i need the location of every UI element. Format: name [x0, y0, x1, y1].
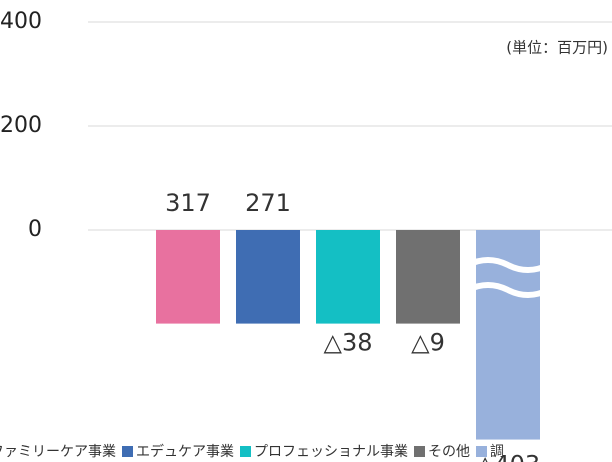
legend-swatch [476, 446, 487, 457]
axis-break [466, 257, 550, 273]
bar [156, 230, 220, 324]
y-tick-label: 400 [0, 9, 42, 34]
legend-label: ファミリーケア事業 [0, 444, 116, 460]
legend-swatch [414, 446, 425, 457]
bar [316, 230, 380, 324]
legend-label: 調 [490, 444, 504, 460]
legend-swatch [122, 446, 133, 457]
value-label: △9 [411, 329, 445, 357]
value-label: 317 [165, 189, 211, 217]
bar [396, 230, 460, 324]
value-label: 271 [245, 189, 291, 217]
value-label: △38 [324, 329, 373, 357]
axis-break [466, 282, 550, 298]
legend-label: エデュケア事業 [136, 443, 234, 460]
legend-label: その他 [428, 444, 470, 460]
bar [236, 230, 300, 324]
legend-label: プロフェッショナル事業 [254, 444, 408, 460]
y-tick-label: 0 [28, 217, 42, 242]
value-label: △403 [476, 451, 540, 462]
legend-swatch [240, 446, 251, 457]
unit-note: (単位：百万円) [506, 39, 608, 57]
y-tick-label: 200 [0, 113, 42, 138]
